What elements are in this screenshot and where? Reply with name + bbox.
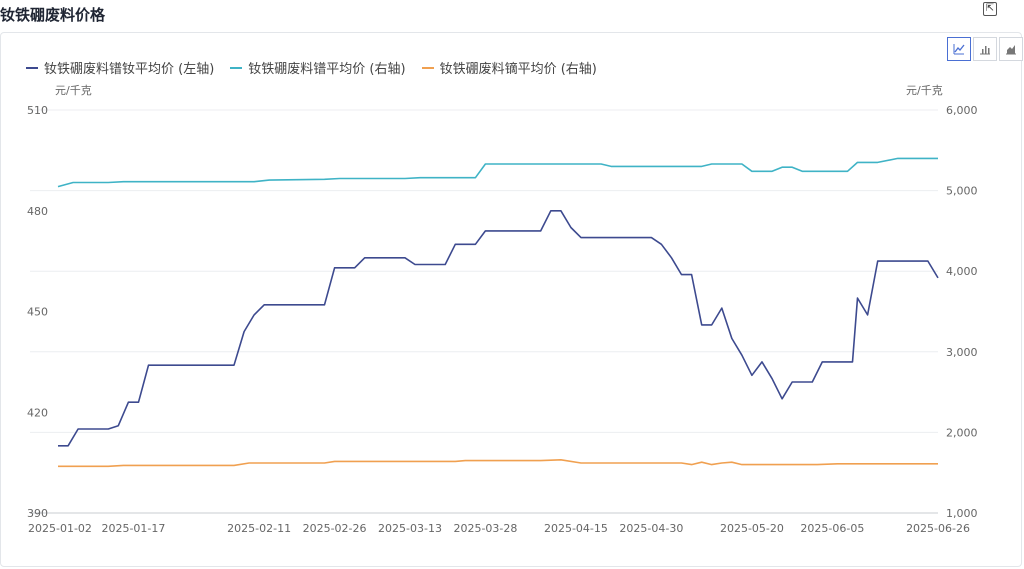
chart-type-switch xyxy=(945,37,1023,61)
legend-label: 钕铁硼废料镨平均价 (右轴) xyxy=(248,62,406,77)
legend-swatch xyxy=(421,66,434,69)
x-tick-label: 2025-01-17 xyxy=(101,522,165,535)
left-axis-unit: 元/千克 xyxy=(55,84,92,97)
legend-item-series-0[interactable]: 钕铁硼废料镨钕平均价 (左轴) xyxy=(26,58,214,77)
area-chart-icon[interactable] xyxy=(999,37,1023,61)
x-tick-label: 2025-03-13 xyxy=(378,522,442,535)
y-right-tick-label: 1,000 xyxy=(946,507,978,520)
chart-card xyxy=(0,32,1022,567)
right-axis-unit: 元/千克 xyxy=(906,84,943,97)
line-chart-icon[interactable] xyxy=(947,37,971,61)
x-tick-label: 2025-02-26 xyxy=(303,522,367,535)
x-tick-label: 2025-03-28 xyxy=(453,522,517,535)
legend-item-series-2[interactable]: 钕铁硼废料镝平均价 (右轴) xyxy=(421,58,597,77)
x-tick-label: 2025-04-30 xyxy=(619,522,683,535)
legend-item-series-1[interactable]: 钕铁硼废料镨平均价 (右轴) xyxy=(230,58,406,77)
x-tick-label: 2025-05-20 xyxy=(720,522,784,535)
y-left-tick-label: 480 xyxy=(27,205,48,218)
export-icon[interactable]: ⇱ xyxy=(983,2,997,16)
series-line-1 xyxy=(57,157,938,188)
chart-legend: 钕铁硼废料镨钕平均价 (左轴) 钕铁硼废料镨平均价 (右轴) 钕铁硼废料镝平均价… xyxy=(26,58,613,77)
y-right-tick-label: 5,000 xyxy=(946,185,978,198)
bar-chart-icon[interactable] xyxy=(973,37,997,61)
x-tick-label: 2025-01-02 xyxy=(28,522,92,535)
y-left-tick-label: 390 xyxy=(27,507,48,520)
legend-swatch xyxy=(230,66,243,69)
page-title: 钕铁硼废料价格 xyxy=(0,6,106,24)
series-line-2 xyxy=(58,458,938,468)
legend-label: 钕铁硼废料镝平均价 (右轴) xyxy=(439,62,597,77)
x-tick-label: 2025-02-11 xyxy=(227,522,291,535)
y-left-tick-label: 450 xyxy=(27,306,48,319)
legend-label: 钕铁硼废料镨钕平均价 (左轴) xyxy=(44,62,215,77)
series-line-0 xyxy=(58,210,939,447)
x-tick-label: 2025-06-05 xyxy=(800,522,864,535)
y-left-tick-label: 510 xyxy=(27,104,48,117)
y-right-tick-label: 6,000 xyxy=(946,104,978,117)
y-right-tick-label: 3,000 xyxy=(946,346,978,359)
y-right-tick-label: 4,000 xyxy=(946,265,978,278)
legend-swatch xyxy=(26,66,38,69)
y-right-tick-label: 2,000 xyxy=(946,426,978,439)
x-tick-label: 2025-04-15 xyxy=(544,522,608,535)
y-left-tick-label: 420 xyxy=(27,406,48,419)
x-tick-label: 2025-06-26 xyxy=(906,522,970,535)
